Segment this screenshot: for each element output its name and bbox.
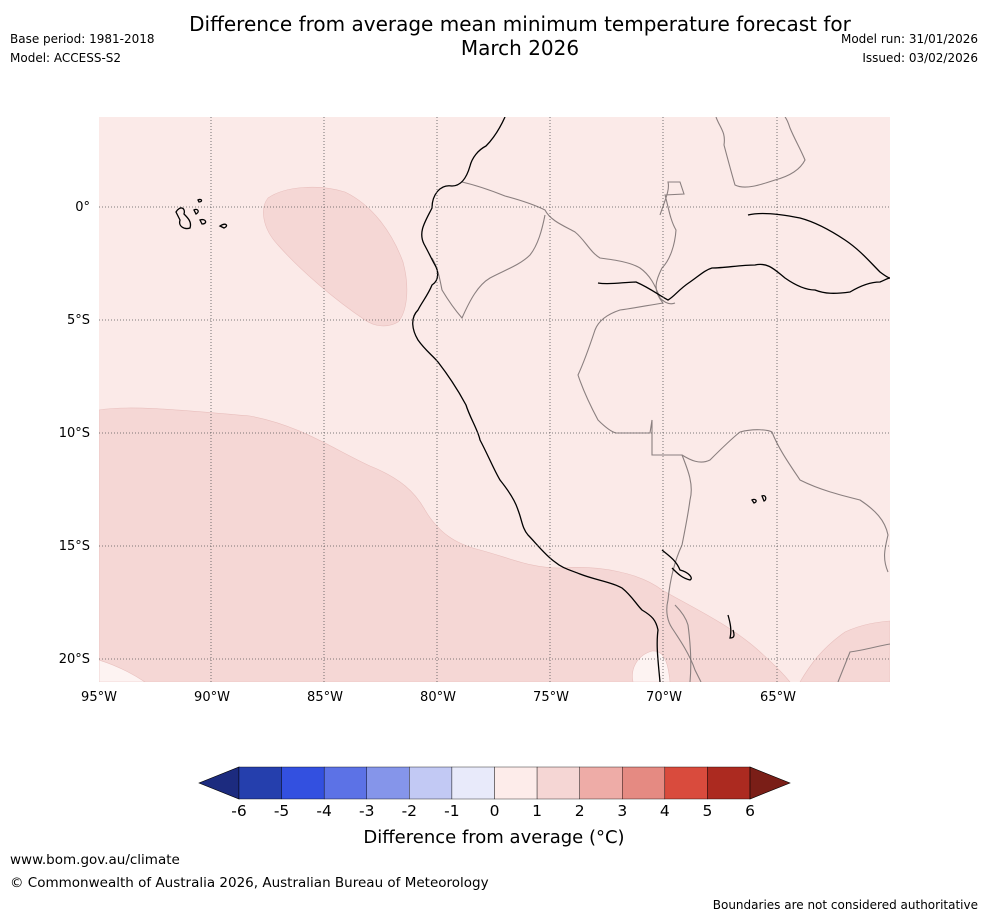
border-colombia-brazil <box>655 181 685 304</box>
coastline-minor-river <box>727 614 735 639</box>
colorbar-tick-label: 5 <box>702 802 712 820</box>
colorbar-label: Difference from average (°C) <box>363 827 625 848</box>
lon-label: 70°W <box>646 690 682 705</box>
issued-date-text: Issued: 03/02/2026 <box>862 51 978 65</box>
copyright-notice: © Commonwealth of Australia 2026, Austra… <box>10 875 489 891</box>
colorbar-segment <box>494 766 538 800</box>
coastline-galapagos-5 <box>197 198 203 203</box>
colorbar-tick-label: -6 <box>231 802 246 820</box>
colorbar-segment <box>409 766 453 800</box>
colorbar-tick-label: -2 <box>402 802 417 820</box>
colorbar-tick-labels: -6 -5 -4 -3 -2 -1 0 1 2 3 4 5 6 <box>231 802 755 820</box>
map-gridlines <box>99 117 890 682</box>
base-period-text: Base period: 1981-2018 <box>10 32 155 46</box>
colorbar-tick-label: 4 <box>660 802 670 820</box>
colorbar-tick-label: 1 <box>532 802 542 820</box>
coastline-amazon-river <box>597 263 890 301</box>
coastline-pacific-south-america <box>412 117 661 682</box>
colorbar-segment <box>707 766 751 800</box>
model-info-left: Base period: 1981-2018 Model: ACCESS-S2 <box>10 30 155 68</box>
boundary-disclaimer: Boundaries are not considered authoritat… <box>712 898 978 912</box>
lat-label: 15°S <box>59 539 90 554</box>
colorbar <box>198 766 791 800</box>
border-bolivia-chile <box>674 604 692 682</box>
coastline-rio-negro <box>747 212 890 279</box>
border-bolivia-brazil <box>681 429 889 573</box>
colorbar-segment <box>536 766 580 800</box>
border-peru-bolivia-chile <box>666 544 702 682</box>
map-panel: 0° 5°S 10°S 15°S 20°S 95°W 90°W 85°W 80°… <box>59 117 890 705</box>
model-info-right: Model run: 31/01/2026 Issued: 03/02/2026 <box>841 30 978 68</box>
colorbar-tick-label: 0 <box>490 802 500 820</box>
lon-label: 80°W <box>420 690 456 705</box>
border-ecuador-peru <box>431 214 546 320</box>
colorbar-segment <box>281 766 325 800</box>
longitude-labels: 95°W 90°W 85°W 80°W 75°W 70°W 65°W <box>81 690 796 705</box>
model-run-text: Model run: 31/01/2026 <box>840 32 978 46</box>
colorbar-segment <box>238 766 282 800</box>
coastline-lake-2 <box>761 494 767 502</box>
lon-label: 85°W <box>307 690 343 705</box>
near-average-patch-corner <box>99 659 146 682</box>
warm-anomaly-region-south <box>99 407 791 682</box>
colorbar-tick-label: 2 <box>575 802 585 820</box>
website-link[interactable]: www.bom.gov.au/climate <box>10 852 180 868</box>
lat-label: 5°S <box>67 313 90 328</box>
coastlines <box>175 117 890 682</box>
border-colombia-venezuela <box>715 117 806 188</box>
lon-label: 65°W <box>760 690 796 705</box>
colorbar-segment <box>622 766 666 800</box>
lon-label: 75°W <box>533 690 569 705</box>
colorbar-tick-label: -4 <box>316 802 331 820</box>
coastline-lake-titicaca <box>661 549 692 581</box>
colorbar-segment <box>579 766 623 800</box>
coastline-galapagos-1 <box>175 207 192 230</box>
lon-label: 95°W <box>81 690 117 705</box>
lon-label: 90°W <box>194 690 230 705</box>
warm-anomaly-region-east <box>799 620 890 682</box>
colorbar-tick-label: -3 <box>359 802 374 820</box>
colorbar-tick-label: 3 <box>617 802 627 820</box>
colorbar-extend-high <box>749 766 791 800</box>
lat-label: 0° <box>75 200 90 215</box>
colorbar-tick-label: 6 <box>745 802 755 820</box>
coastline-galapagos-4 <box>218 223 228 229</box>
colorbar-tick-label: -5 <box>274 802 289 820</box>
colorbar-segment <box>451 766 495 800</box>
colorbar-segment <box>366 766 410 800</box>
warm-anomaly-region-north <box>263 186 408 327</box>
border-peru-brazil <box>577 302 692 546</box>
coastline-lake-1 <box>751 498 757 504</box>
latitude-labels: 0° 5°S 10°S 15°S 20°S <box>59 200 90 667</box>
coastline-galapagos-2 <box>193 208 199 215</box>
colorbar-segment <box>664 766 708 800</box>
model-name-text: Model: ACCESS-S2 <box>10 51 122 65</box>
border-argentina <box>837 643 890 682</box>
anomaly-regions <box>99 186 890 682</box>
coastline-galapagos-3 <box>199 218 207 225</box>
colorbar-segment <box>323 766 367 800</box>
page-title: Difference from average mean minimum tem… <box>189 12 851 60</box>
colorbar-extend-low <box>198 766 240 800</box>
lat-label: 10°S <box>59 426 90 441</box>
lat-label: 20°S <box>59 652 90 667</box>
colorbar-tick-label: -1 <box>444 802 459 820</box>
